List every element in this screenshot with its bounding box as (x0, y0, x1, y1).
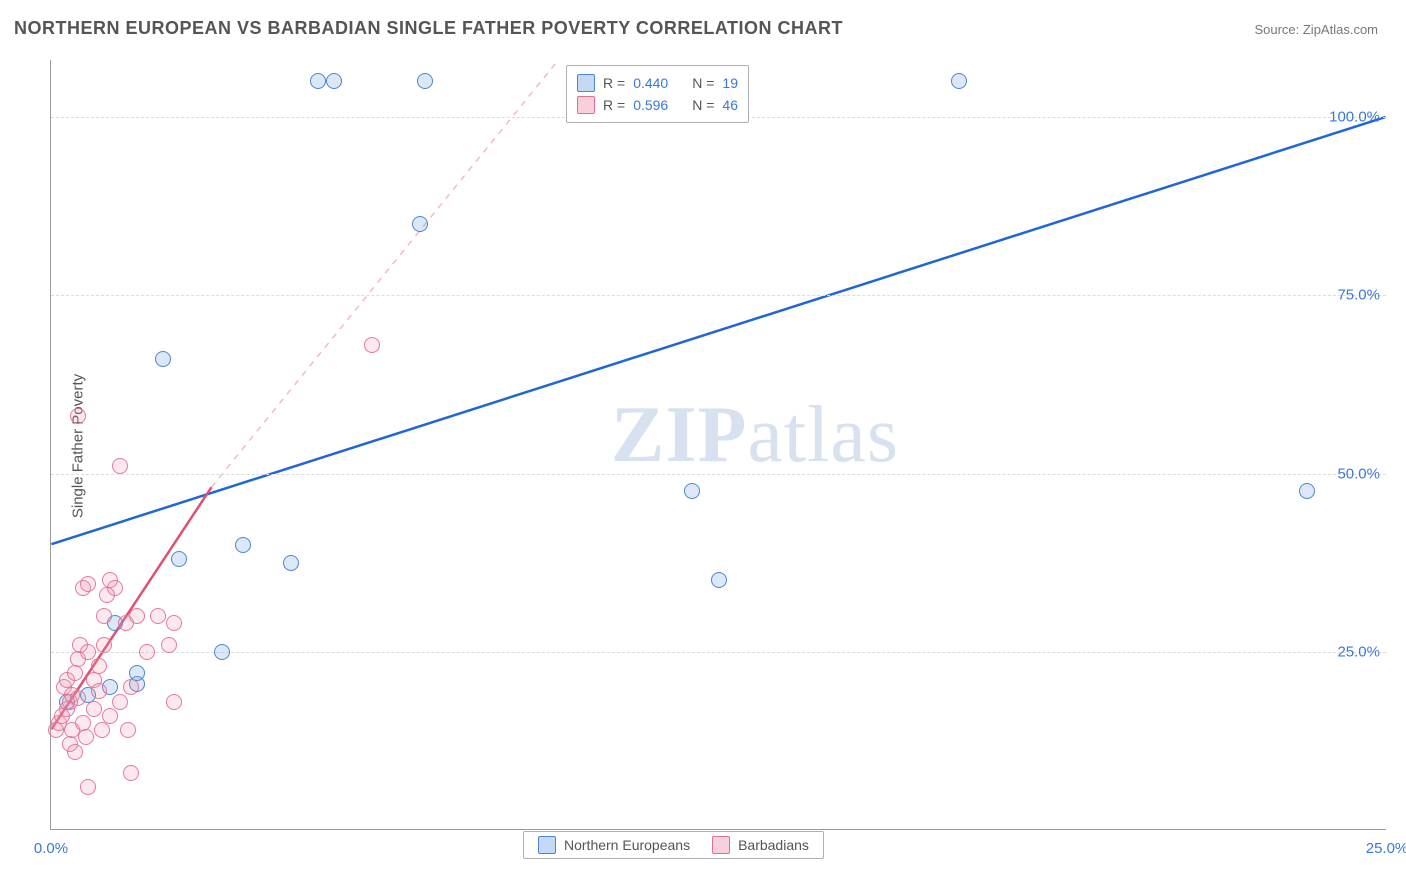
data-point (107, 580, 123, 596)
legend-item: Northern Europeans (538, 836, 690, 854)
data-point (70, 408, 86, 424)
data-point (326, 73, 342, 89)
data-point (67, 744, 83, 760)
data-point (951, 73, 967, 89)
series-legend: Northern Europeans Barbadians (523, 831, 824, 859)
legend-label: Northern Europeans (564, 837, 690, 853)
data-point (684, 483, 700, 499)
data-point (283, 555, 299, 571)
data-point (235, 537, 251, 553)
trend-lines (51, 60, 1386, 829)
gridline (51, 295, 1386, 296)
stat-label: R = (603, 75, 625, 91)
watermark: ZIPatlas (611, 390, 899, 481)
data-point (102, 708, 118, 724)
data-point (139, 644, 155, 660)
legend-item: Barbadians (712, 836, 809, 854)
stats-row: R = 0.440 N = 19 (577, 72, 738, 94)
stat-value: 0.440 (633, 75, 668, 91)
data-point (96, 608, 112, 624)
data-point (364, 337, 380, 353)
data-point (150, 608, 166, 624)
data-point (166, 615, 182, 631)
y-tick-label: 75.0% (1337, 287, 1380, 304)
data-point (417, 73, 433, 89)
y-tick-label: 100.0% (1329, 109, 1380, 126)
stat-label: R = (603, 97, 625, 113)
stats-legend: R = 0.440 N = 19 R = 0.596 N = 46 (566, 65, 749, 123)
data-point (70, 690, 86, 706)
legend-label: Barbadians (738, 837, 809, 853)
stat-value: 0.596 (633, 97, 668, 113)
stat-label: N = (692, 97, 714, 113)
data-point (112, 458, 128, 474)
y-tick-label: 25.0% (1337, 643, 1380, 660)
legend-swatch (577, 96, 595, 114)
data-point (112, 694, 128, 710)
data-point (67, 665, 83, 681)
data-point (123, 679, 139, 695)
data-point (155, 351, 171, 367)
stat-value: 19 (722, 75, 738, 91)
stats-row: R = 0.596 N = 46 (577, 94, 738, 116)
scatter-plot: ZIPatlas 25.0%50.0%75.0%100.0%0.0%25.0%R… (50, 60, 1386, 830)
trend-line (211, 60, 558, 487)
gridline (51, 474, 1386, 475)
stat-label: N = (692, 75, 714, 91)
legend-swatch (538, 836, 556, 854)
data-point (91, 683, 107, 699)
legend-swatch (577, 74, 595, 92)
data-point (310, 73, 326, 89)
data-point (80, 644, 96, 660)
data-point (129, 608, 145, 624)
x-tick-label: 25.0% (1366, 840, 1406, 857)
data-point (80, 779, 96, 795)
data-point (166, 694, 182, 710)
data-point (78, 729, 94, 745)
data-point (161, 637, 177, 653)
data-point (412, 216, 428, 232)
data-point (214, 644, 230, 660)
chart-title: NORTHERN EUROPEAN VS BARBADIAN SINGLE FA… (14, 18, 843, 39)
legend-swatch (712, 836, 730, 854)
data-point (80, 576, 96, 592)
data-point (120, 722, 136, 738)
data-point (711, 572, 727, 588)
data-point (1299, 483, 1315, 499)
gridline (51, 652, 1386, 653)
trend-line (51, 117, 1385, 544)
x-tick-label: 0.0% (34, 840, 68, 857)
y-tick-label: 50.0% (1337, 465, 1380, 482)
source-label: Source: ZipAtlas.com (1254, 22, 1378, 37)
data-point (96, 637, 112, 653)
stat-value: 46 (722, 97, 738, 113)
data-point (123, 765, 139, 781)
data-point (86, 701, 102, 717)
data-point (91, 658, 107, 674)
data-point (94, 722, 110, 738)
data-point (171, 551, 187, 567)
